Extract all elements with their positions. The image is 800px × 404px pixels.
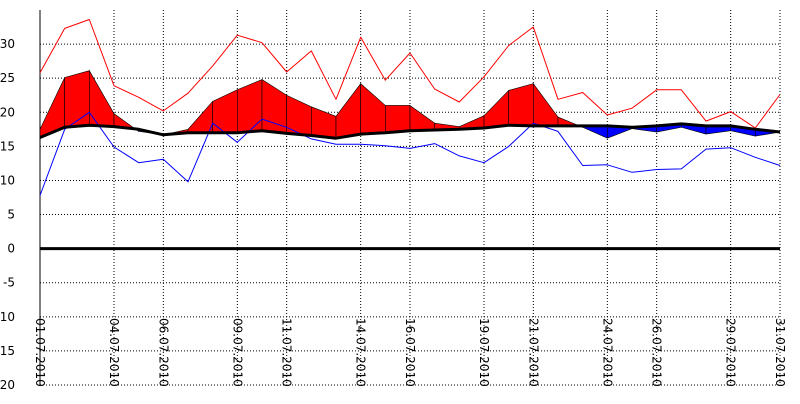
series-lines	[39, 19, 781, 196]
y-tick-label: -10	[0, 310, 15, 324]
x-tick-label: 21.07.2010	[526, 318, 540, 387]
above-mean-area	[261, 78, 287, 134]
x-tick-label: 11.07.2010	[280, 318, 294, 387]
above-mean-area	[483, 89, 509, 129]
x-tick-label: 14.07.2010	[354, 318, 368, 387]
x-tick-label: 31.07.2010	[773, 318, 787, 387]
above-mean-area	[508, 83, 534, 127]
x-tick-label: 09.07.2010	[230, 318, 244, 387]
x-tick-label: 01.07.2010	[33, 318, 47, 387]
above-mean-area	[311, 106, 337, 139]
deviation-fill	[39, 69, 781, 139]
x-tick-label: 26.07.2010	[650, 318, 664, 387]
y-tick-labels: 30 25 20 15 10 5 0 -5 -10 -15 -20	[0, 37, 15, 392]
y-tick-label: 15	[0, 139, 15, 153]
y-tick-label: -5	[3, 276, 15, 290]
y-tick-label: 5	[7, 208, 15, 222]
x-tick-label: 19.07.2010	[477, 318, 491, 387]
y-tick-label: 10	[0, 173, 15, 187]
grid	[39, 10, 781, 386]
above-mean-area	[64, 70, 90, 128]
y-tick-label: 25	[0, 71, 15, 85]
x-tick-label: 06.07.2010	[156, 318, 170, 387]
x-tick-labels: 01.07.2010 04.07.2010 06.07.2010 09.07.2010…	[33, 318, 787, 387]
mean-line	[39, 122, 781, 140]
x-tick-label: 04.07.2010	[107, 318, 121, 387]
x-tick-label: 29.07.2010	[724, 318, 738, 387]
y-tick-label: 30	[0, 37, 15, 51]
below-mean-area	[582, 125, 608, 139]
x-tick-label: 16.07.2010	[403, 318, 417, 387]
y-tick-label: 20	[0, 105, 15, 119]
above-mean-area	[237, 79, 263, 134]
x-tick-label: 24.07.2010	[600, 318, 614, 387]
y-tick-label: 0	[7, 242, 15, 256]
above-mean-area	[385, 105, 411, 134]
above-mean-area	[335, 82, 361, 139]
y-tick-label: -15	[0, 344, 15, 358]
above-mean-area	[360, 82, 386, 135]
max-line	[39, 19, 781, 129]
above-mean-area	[409, 104, 435, 131]
y-tick-label: -20	[0, 378, 15, 392]
min-line	[39, 111, 781, 196]
above-mean-area	[187, 100, 213, 134]
